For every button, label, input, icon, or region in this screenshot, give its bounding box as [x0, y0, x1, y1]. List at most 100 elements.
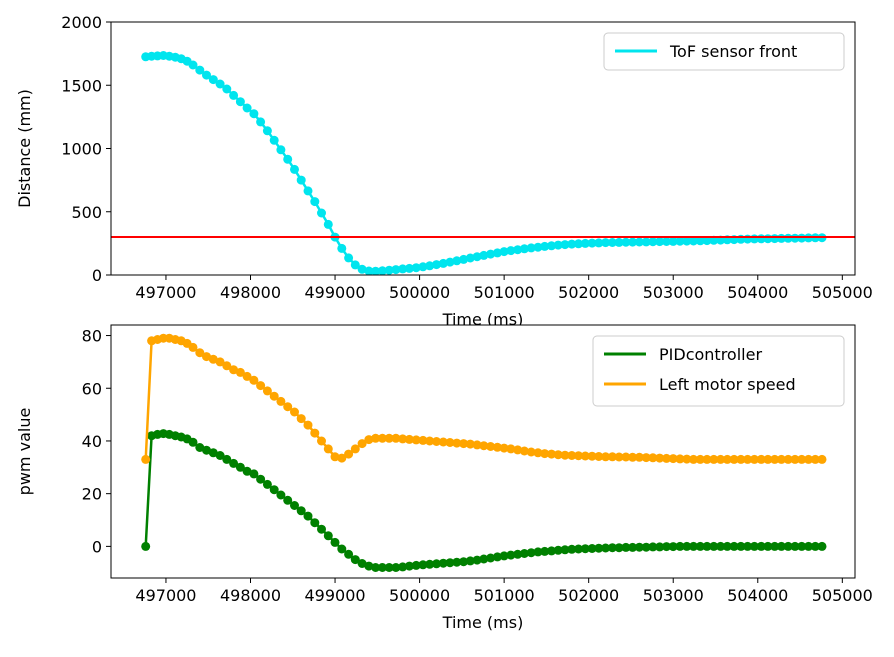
data-point: [607, 543, 617, 553]
data-point: [425, 436, 435, 446]
data-point: [459, 557, 469, 567]
data-point: [377, 266, 387, 275]
data-point: [364, 435, 374, 445]
data-point: [810, 541, 820, 551]
data-point: [364, 266, 374, 275]
data-point: [242, 371, 252, 381]
data-point: [310, 197, 320, 207]
data-point: [337, 544, 347, 554]
data-point: [526, 447, 536, 457]
data-point: [310, 428, 320, 438]
x-tick-label: 497000: [135, 586, 196, 605]
data-point: [743, 454, 753, 464]
data-point: [689, 454, 698, 464]
data-point: [790, 454, 800, 464]
data-point: [702, 541, 712, 551]
data-point: [262, 386, 272, 396]
data-point: [736, 541, 746, 551]
data-point: [296, 414, 306, 424]
data-point: [350, 260, 360, 270]
x-tick-label: 499000: [305, 586, 366, 605]
data-point: [472, 440, 482, 450]
data-point: [202, 70, 211, 80]
data-point: [202, 445, 211, 455]
data-point: [384, 433, 394, 443]
data-point: [465, 439, 475, 449]
data-point: [323, 444, 333, 454]
data-point: [594, 238, 604, 248]
data-point: [256, 117, 266, 127]
data-point: [283, 154, 293, 164]
data-point: [621, 452, 631, 462]
data-point: [587, 544, 597, 553]
data-point: [594, 543, 604, 553]
data-point: [256, 474, 266, 484]
y-tick-label: 1500: [61, 76, 102, 95]
data-point: [641, 237, 651, 247]
data-point: [384, 265, 394, 275]
data-point: [526, 243, 536, 253]
legend-label: PIDcontroller: [659, 345, 762, 364]
data-point: [560, 240, 570, 250]
data-point: [689, 541, 698, 551]
data-point: [208, 354, 218, 364]
data-point: [188, 342, 198, 352]
data-point: [547, 546, 556, 556]
data-point: [533, 242, 543, 252]
data-point: [783, 541, 793, 551]
data-point: [411, 263, 421, 273]
data-point: [540, 241, 550, 251]
y-tick-label: 0: [92, 537, 102, 556]
y-tick-label: 60: [82, 379, 102, 398]
data-point: [547, 241, 556, 251]
data-point: [722, 541, 732, 551]
data-point: [303, 420, 313, 430]
data-point: [398, 434, 408, 444]
plot-data-layer: [111, 51, 855, 275]
data-point: [749, 541, 759, 551]
data-point: [770, 454, 780, 464]
data-point: [452, 256, 462, 266]
data-point: [411, 560, 421, 570]
data-point: [797, 454, 807, 464]
data-point: [628, 542, 638, 552]
data-point: [262, 479, 272, 489]
data-point: [398, 264, 408, 274]
data-point: [438, 558, 448, 568]
x-tick-label: 505000: [812, 586, 873, 605]
data-point: [513, 445, 523, 455]
data-point: [634, 452, 644, 462]
plot-frame: [110, 324, 856, 579]
data-point: [689, 236, 698, 246]
data-point: [486, 553, 496, 563]
data-point: [702, 454, 712, 464]
data-point: [202, 352, 211, 362]
data-point: [776, 454, 786, 464]
data-point: [729, 454, 739, 464]
data-point: [290, 407, 299, 417]
data-point: [249, 375, 259, 385]
series-0: [141, 51, 827, 275]
data-point: [303, 511, 313, 521]
data-point: [797, 233, 807, 243]
data-point: [222, 84, 232, 94]
data-point: [682, 454, 692, 464]
data-point: [296, 175, 306, 185]
data-point: [594, 452, 604, 461]
data-point: [641, 542, 651, 552]
data-point: [560, 450, 570, 460]
data-point: [770, 541, 780, 551]
data-point: [567, 239, 577, 249]
data-point: [235, 462, 245, 472]
data-point: [756, 541, 766, 551]
data-point: [432, 437, 441, 446]
data-point: [709, 541, 719, 551]
data-point: [614, 543, 624, 553]
x-tick-label: 503000: [643, 586, 704, 605]
data-point: [675, 236, 685, 246]
data-point: [716, 454, 726, 464]
x-tick-label: 497000: [135, 283, 196, 302]
pwm-chart: 497000 498000 499000 500000 501000 502000 5030…: [15, 324, 873, 632]
data-point: [486, 442, 496, 451]
y-tick-label: 500: [71, 203, 102, 222]
